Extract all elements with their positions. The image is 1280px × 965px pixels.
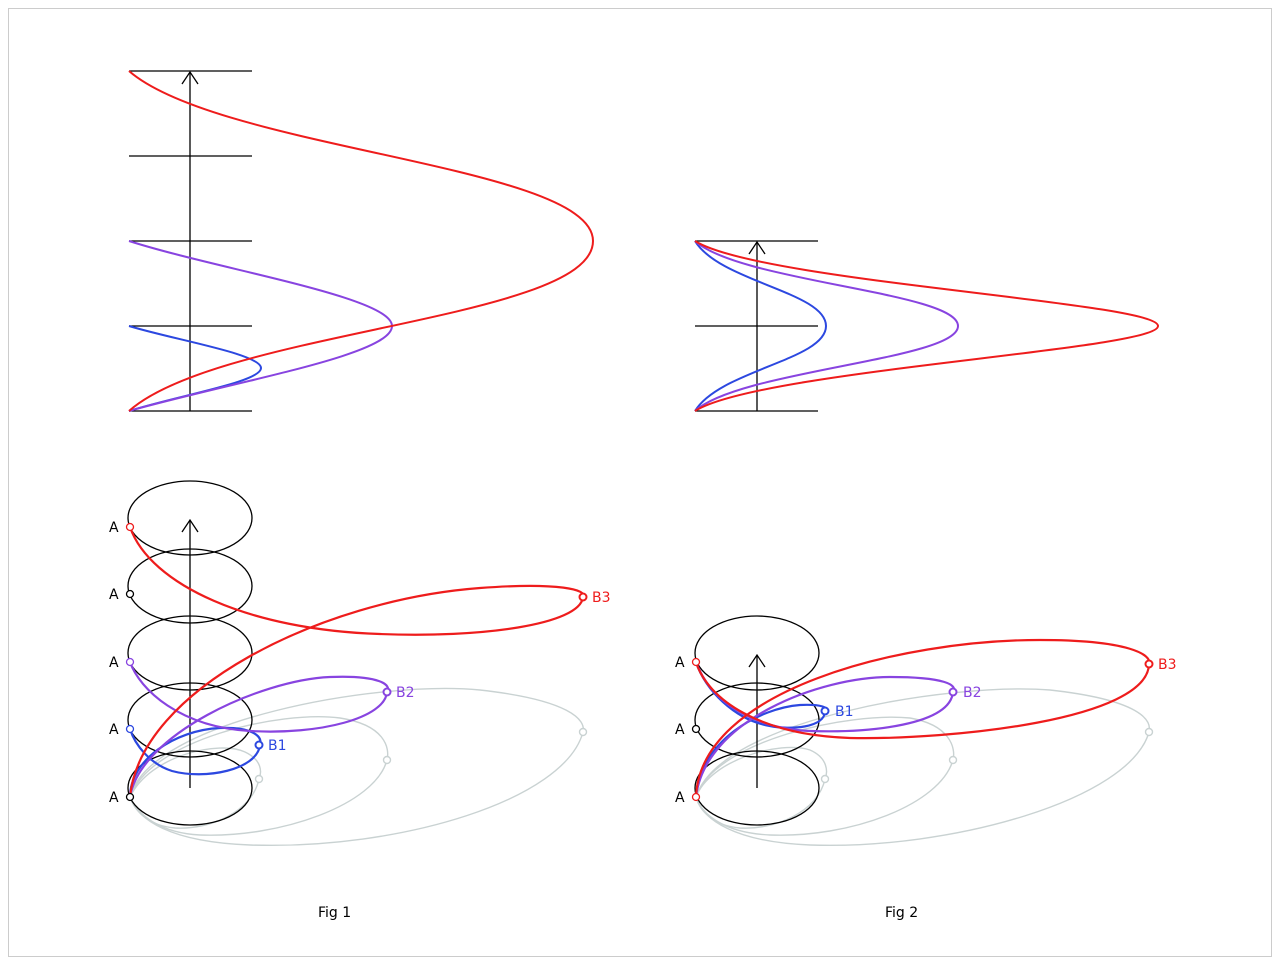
- label-a: A: [675, 655, 685, 671]
- label-a: A: [109, 587, 119, 603]
- label-b1: B1: [835, 704, 854, 720]
- label-a: A: [109, 655, 119, 671]
- curve-red: [128, 70, 595, 412]
- ellipses: [127, 480, 253, 826]
- curve-purple: [694, 240, 960, 412]
- label-b1: B1: [268, 738, 287, 754]
- ellipses: [694, 615, 820, 826]
- label-b2: B2: [396, 685, 415, 701]
- curve-red: [694, 240, 1160, 412]
- curve-blue: [128, 325, 263, 412]
- curve-blue: [694, 240, 828, 412]
- ghost-orbits: [129, 687, 588, 847]
- label-a: A: [109, 722, 119, 738]
- label-b3: B3: [1158, 657, 1177, 673]
- label-a: A: [675, 722, 685, 738]
- caption-fig2: Fig 2: [885, 905, 918, 921]
- label-a: A: [675, 790, 685, 806]
- caption-fig1: Fig 1: [318, 905, 351, 921]
- label-b2: B2: [963, 685, 982, 701]
- frame: [8, 8, 1272, 957]
- fig1-top-graph: [128, 70, 595, 412]
- label-a: A: [109, 790, 119, 806]
- fig1-bottom-diagram: A A A A A B1 B2 B3: [109, 480, 611, 847]
- label-a: A: [109, 520, 119, 536]
- fig2-bottom-diagram: A A A B1 B2 B3: [675, 615, 1177, 847]
- fig2-top-graph: [694, 240, 1160, 412]
- label-b3: B3: [592, 590, 611, 606]
